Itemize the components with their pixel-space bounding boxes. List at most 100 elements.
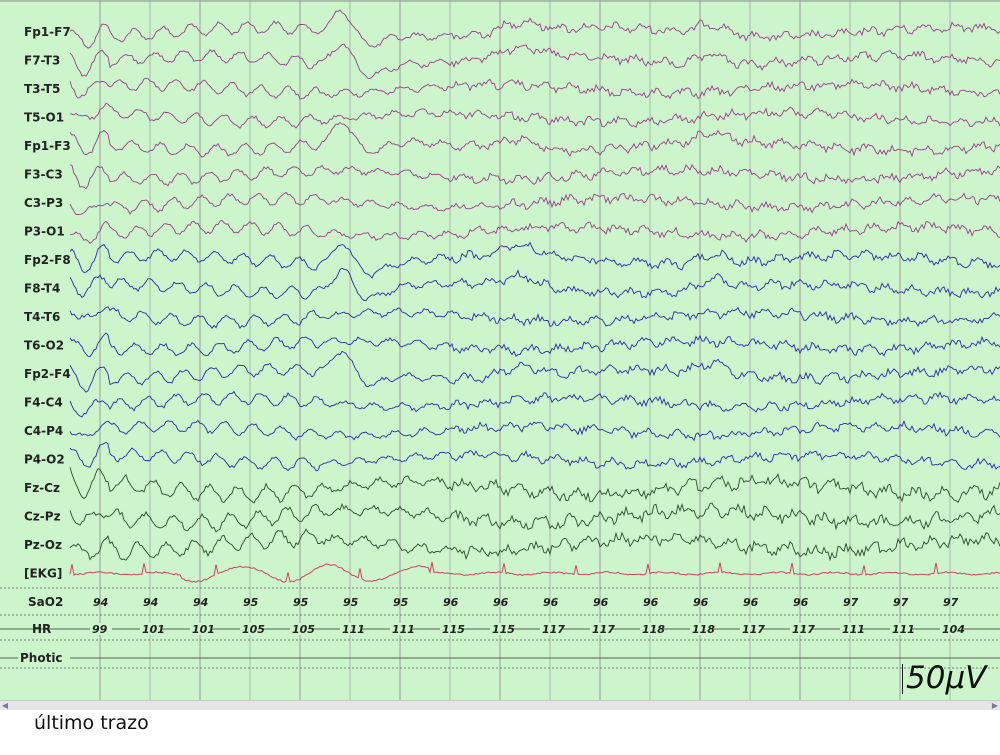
hr-value: 118 — [692, 623, 715, 636]
hr-value-bg — [240, 623, 262, 635]
hr-value: 117 — [542, 623, 565, 636]
channel-label: Fp2-F4 — [24, 367, 71, 381]
sao2-value: 96 — [543, 596, 559, 609]
eeg-trace-ekg — [69, 562, 1000, 583]
channel-label: F3-C3 — [24, 168, 63, 182]
channel-label: Fz-Cz — [24, 481, 60, 495]
hr-value: 111 — [392, 623, 415, 636]
sao2-value: 96 — [443, 596, 459, 609]
channel-label: Cz-Pz — [24, 510, 61, 524]
eeg-trace-pzoz — [69, 528, 1000, 562]
eeg-trace-f3c3 — [69, 163, 1000, 190]
horizontal-scrollbar[interactable]: ◀ ▶ — [0, 700, 1000, 710]
sao2-value: 94 — [93, 596, 108, 609]
hr-value-bg — [290, 623, 312, 635]
eeg-trace-czpz — [69, 502, 1000, 533]
channel-label: C3-P3 — [24, 196, 63, 210]
hr-value-bg — [390, 623, 412, 635]
hr-value: 111 — [842, 623, 865, 636]
eeg-trace-f8t4 — [69, 267, 1000, 301]
hr-value: 118 — [642, 623, 665, 636]
hr-value-bg — [740, 623, 762, 635]
eeg-trace-f4c4 — [69, 390, 1000, 418]
channel-label: T5-O1 — [24, 111, 64, 125]
hr-value-bg — [690, 623, 712, 635]
hr-value: 115 — [492, 623, 515, 636]
channel-label: P3-O1 — [24, 225, 65, 239]
eeg-trace-p4o2 — [69, 441, 1000, 472]
hr-value: 105 — [292, 623, 315, 636]
channel-label: [EKG] — [24, 567, 62, 581]
eeg-trace-c4p4 — [69, 419, 1000, 442]
hr-value: 99 — [92, 623, 108, 636]
scale-bracket — [902, 664, 907, 694]
channel-label: T3-T5 — [24, 82, 60, 96]
hr-value-bg — [590, 623, 612, 635]
eeg-trace-fzcz — [69, 467, 1000, 504]
caption: último trazo — [34, 712, 149, 734]
hr-value-bg — [440, 623, 462, 635]
hr-value: 104 — [942, 623, 965, 636]
scale-label: 50µV — [906, 660, 987, 696]
eeg-trace-p3o1 — [69, 219, 1000, 245]
channel-label: T4-T6 — [24, 310, 60, 324]
arrow-left-icon[interactable]: ◀ — [1, 701, 9, 710]
hr-label: HR — [32, 622, 51, 636]
sao2-value: 97 — [943, 596, 959, 609]
eeg-trace-t4t6 — [69, 306, 1000, 330]
eeg-trace-fp1f7 — [69, 9, 1000, 49]
channel-label: Fp1-F3 — [24, 139, 71, 153]
sao2-value: 96 — [793, 596, 809, 609]
channel-label: F8-T4 — [24, 282, 60, 296]
hr-value-bg — [840, 623, 862, 635]
eeg-trace-c3p3 — [69, 191, 1000, 215]
sao2-value: 96 — [743, 596, 759, 609]
sao2-value: 95 — [293, 596, 309, 609]
eeg-trace-fp2f4 — [69, 350, 1000, 393]
channel-label: P4-O2 — [24, 453, 65, 467]
arrow-right-icon[interactable]: ▶ — [991, 701, 999, 710]
eeg-waveform-canvas: Fp1-F7 F7-T3 T3-T5 T5-O1 Fp1-F3 F3-C3 C3-P3 P3-… — [0, 0, 1000, 700]
eeg-trace-t5o1 — [69, 102, 1000, 129]
hr-value-bg — [540, 623, 562, 635]
channel-label: F7-T3 — [24, 54, 60, 68]
sao2-value: 94 — [193, 596, 208, 609]
sao2-value: 95 — [393, 596, 409, 609]
sao2-value: 97 — [893, 596, 909, 609]
sao2-value: 96 — [493, 596, 509, 609]
sao2-value: 95 — [243, 596, 259, 609]
eeg-trace-panel: Fp1-F7 F7-T3 T3-T5 T5-O1 Fp1-F3 F3-C3 C3-P3 P3-… — [0, 0, 1000, 700]
hr-value-bg — [940, 623, 962, 635]
hr-value-bg — [890, 623, 912, 635]
sao2-value: 96 — [593, 596, 609, 609]
channel-label: C4-P4 — [24, 424, 63, 438]
hr-value: 105 — [242, 623, 265, 636]
channel-label: F4-C4 — [24, 396, 63, 410]
eeg-trace-fp2f8 — [69, 241, 1000, 279]
sao2-value: 95 — [343, 596, 359, 609]
sao2-value: 97 — [843, 596, 859, 609]
eeg-trace-fp1f3 — [69, 122, 1000, 158]
hr-value: 117 — [742, 623, 765, 636]
hr-value: 115 — [442, 623, 465, 636]
hr-value: 111 — [892, 623, 915, 636]
channel-label: Fp1-F7 — [24, 25, 71, 39]
channel-label: Pz-Oz — [24, 538, 62, 552]
hr-value: 101 — [192, 623, 215, 636]
channel-label: T6-O2 — [24, 339, 64, 353]
hr-value: 117 — [792, 623, 815, 636]
hr-value-bg — [340, 623, 362, 635]
hr-value: 111 — [342, 623, 365, 636]
sao2-value: 94 — [143, 596, 158, 609]
channel-label: Fp2-F8 — [24, 253, 71, 267]
eeg-trace-t3t5 — [69, 77, 1000, 100]
photic-label: Photic — [20, 651, 63, 665]
hr-value-bg — [190, 623, 212, 635]
hr-value-bg — [790, 623, 812, 635]
hr-value-bg — [140, 623, 162, 635]
hr-value: 101 — [142, 623, 165, 636]
hr-value: 117 — [592, 623, 615, 636]
hr-value-bg — [90, 623, 112, 635]
hr-value-bg — [640, 623, 662, 635]
hr-value-bg — [490, 623, 512, 635]
